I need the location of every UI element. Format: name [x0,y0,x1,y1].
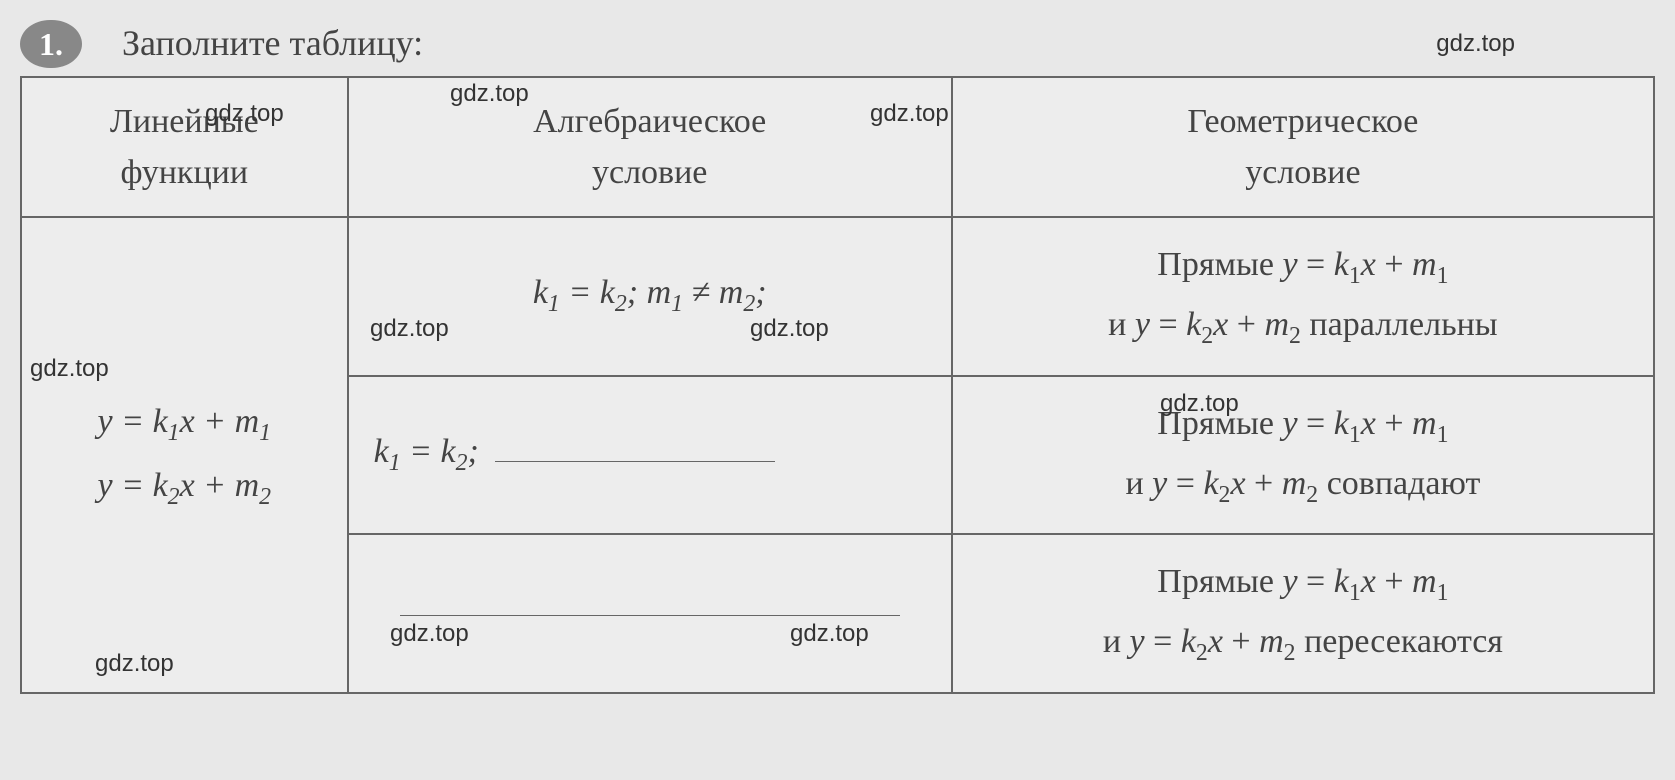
header-col2: Алгебраическое условие [348,77,952,217]
exercise-title: Заполните таблицу: [122,20,423,64]
algebraic-cell-1: k1 = k2; m1 ≠ m2; [348,217,952,376]
geometric-cell-2: Прямые y = k1x + m1 и y = k2x + m2 совпа… [952,376,1654,535]
header-text: Алгебраическое [533,103,766,140]
functions-cell: y = k1x + m1 y = k2x + m2 [21,217,348,693]
header-col1: Линейные функции [21,77,348,217]
table-header-row: Линейные функции Алгебраическое условие … [21,77,1654,217]
header-text: функции [121,154,248,191]
header-text: Геометрическое [1187,103,1418,140]
geometric-cell-1: Прямые y = k1x + m1 и y = k2x + m2 парал… [952,217,1654,376]
data-table: Линейные функции Алгебраическое условие … [20,76,1655,694]
algebraic-cell-3 [348,534,952,693]
table-row: y = k1x + m1 y = k2x + m2 k1 = k2; m1 ≠ … [21,217,1654,376]
geometric-cell-3: Прямые y = k1x + m1 и y = k2x + m2 перес… [952,534,1654,693]
header-row: 1. Заполните таблицу: [20,20,1655,68]
header-text: условие [592,154,707,191]
fill-blank[interactable] [400,615,900,616]
function-1: y = k1x + m1 [98,403,272,440]
header-text: условие [1245,154,1360,191]
fill-blank[interactable] [495,461,775,462]
exercise-container: 1. Заполните таблицу: gdz.top gdz.top gd… [20,20,1655,694]
function-2: y = k2x + m2 [98,467,272,504]
header-col3: Геометрическое условие [952,77,1654,217]
exercise-number-badge: 1. [20,20,82,68]
algebraic-cell-2: k1 = k2; [348,376,952,535]
header-text: Линейные [110,103,259,140]
